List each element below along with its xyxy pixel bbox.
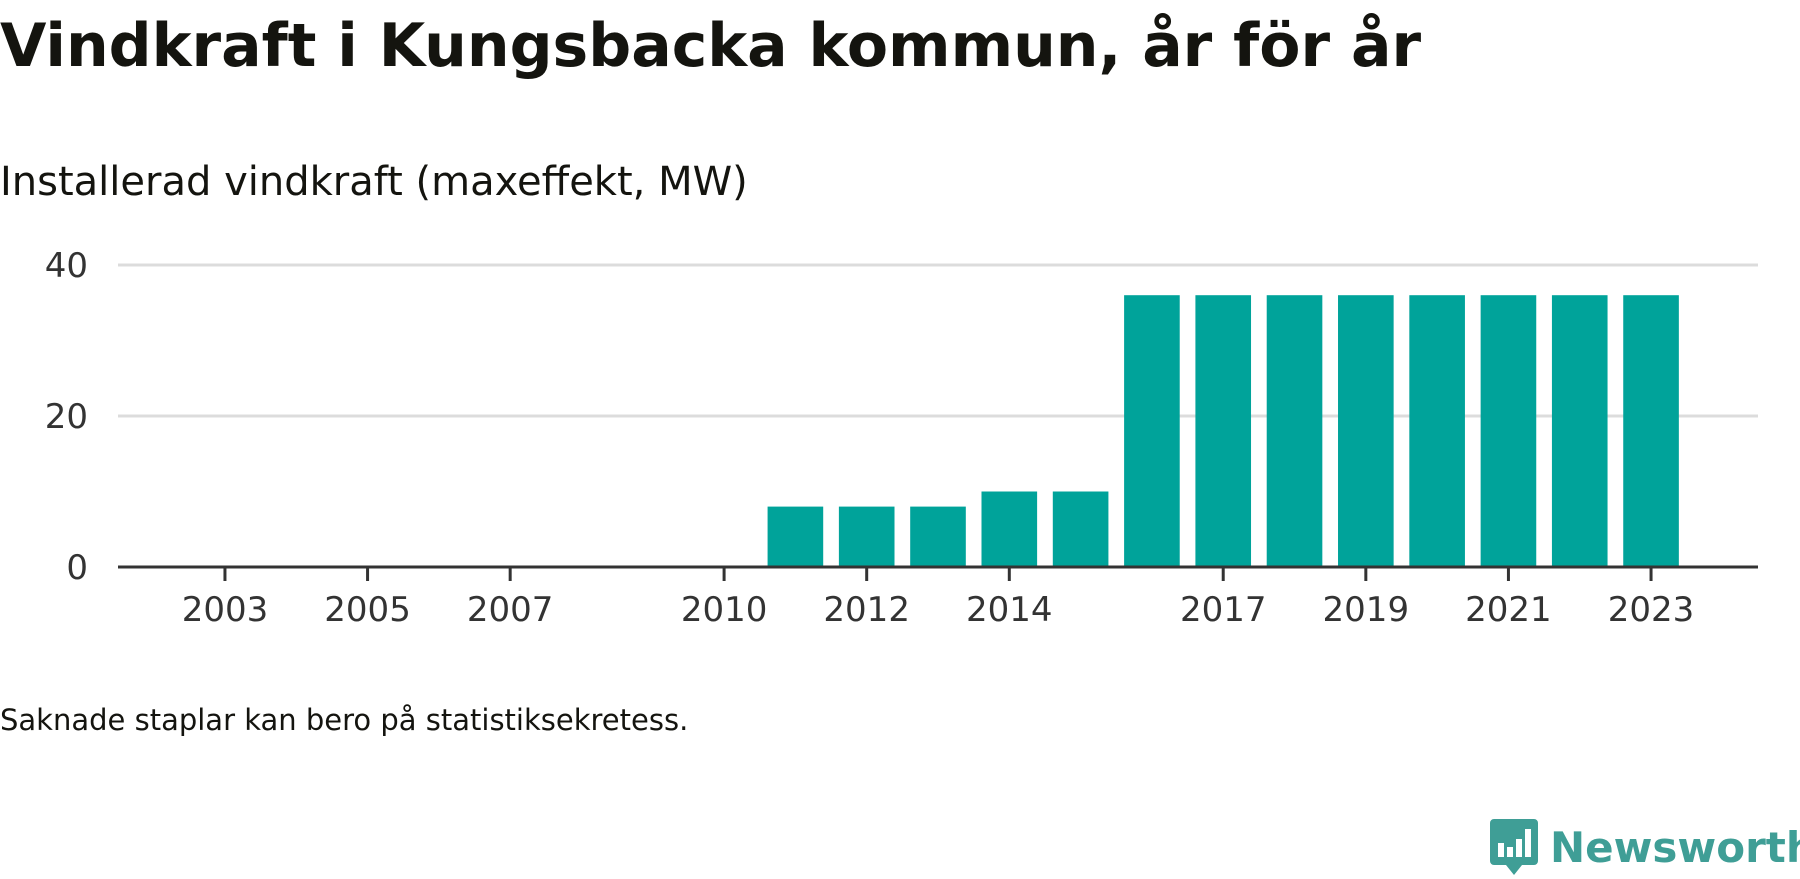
x-tick-label: 2021	[1465, 590, 1552, 630]
bar	[1052, 491, 1109, 567]
x-tick-label: 2017	[1180, 590, 1267, 630]
bar	[910, 506, 966, 567]
x-tick-label: 2010	[681, 590, 768, 630]
bar-chart: 0 20 40 2003 2005 2007 2010 2012 2014 2017 2019 202…	[0, 220, 1800, 640]
bar	[767, 506, 824, 567]
footnote: Saknade staplar kan bero på statistiksek…	[0, 703, 689, 737]
chart-svg: 0 20 40 2003 2005 2007 2010 2012 2014 2017 2019 202…	[45, 246, 1758, 630]
y-tick-label: 40	[45, 246, 88, 286]
brand-name: Newsworthy	[1550, 823, 1800, 872]
bar	[981, 491, 1038, 567]
x-tick-label: 2014	[966, 590, 1053, 630]
x-tick-label: 2007	[467, 590, 554, 630]
bar	[1338, 295, 1394, 567]
bar	[1480, 295, 1537, 567]
newsworthy-logo-icon	[1490, 819, 1538, 875]
x-tick-label: 2019	[1323, 590, 1410, 630]
bar	[838, 506, 895, 567]
bar	[1195, 295, 1252, 567]
bar	[1623, 295, 1679, 567]
bar	[1551, 295, 1608, 567]
x-tick-label: 2012	[823, 590, 910, 630]
chart-title: Vindkraft i Kungsbacka kommun, år för år	[0, 11, 1422, 81]
y-tick-label: 20	[45, 397, 88, 437]
chart-subtitle: Installerad vindkraft (maxeffekt, MW)	[0, 159, 748, 205]
bar	[1124, 295, 1180, 567]
y-tick-label: 0	[66, 548, 88, 588]
bar	[1266, 295, 1323, 567]
x-tick-label: 2023	[1608, 590, 1695, 630]
x-tick-label: 2003	[182, 590, 269, 630]
bar	[1409, 295, 1465, 567]
brand-logo: Newsworthy	[1490, 818, 1800, 878]
x-tick-label: 2005	[324, 590, 411, 630]
